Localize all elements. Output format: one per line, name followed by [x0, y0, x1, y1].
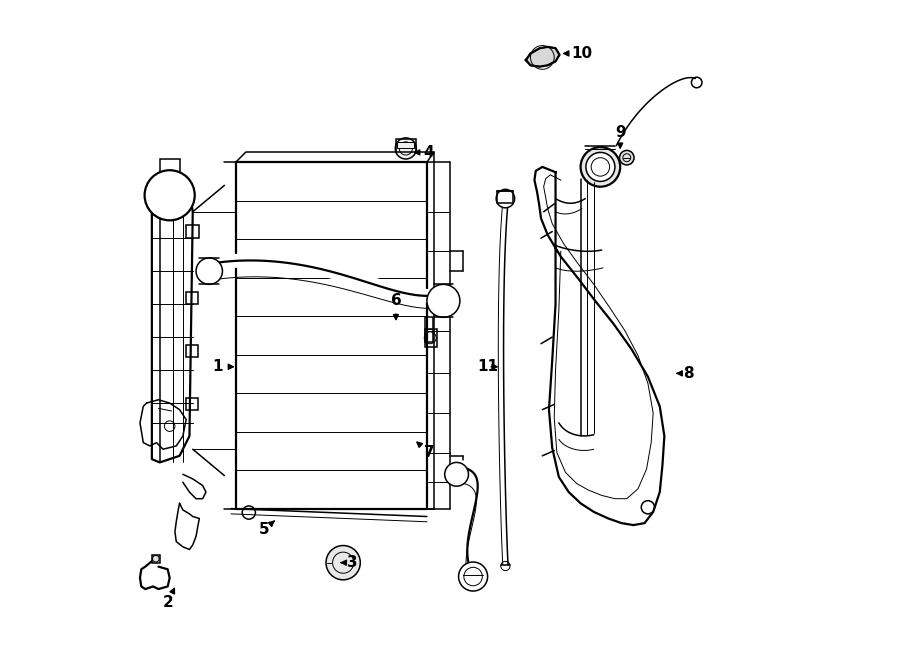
Circle shape [427, 284, 460, 317]
Bar [186, 398, 198, 410]
Circle shape [496, 189, 515, 208]
Text: 6: 6 [391, 293, 401, 319]
Bar [152, 555, 160, 563]
Text: 4: 4 [415, 145, 434, 160]
Circle shape [395, 138, 417, 159]
Text: 7: 7 [417, 442, 434, 460]
Text: 3: 3 [341, 555, 357, 570]
Text: 8: 8 [677, 366, 694, 381]
Circle shape [326, 545, 360, 580]
Bar [186, 292, 198, 304]
Circle shape [445, 463, 469, 486]
Circle shape [196, 258, 222, 284]
Bar [396, 139, 416, 152]
Circle shape [619, 151, 634, 165]
Bar [186, 345, 198, 357]
Bar [425, 329, 436, 347]
Bar [425, 317, 433, 342]
Circle shape [459, 562, 488, 591]
Text: 5: 5 [258, 521, 274, 537]
Text: 11: 11 [478, 360, 499, 374]
Bar [186, 225, 199, 238]
Bar [397, 142, 414, 149]
Circle shape [580, 147, 620, 186]
Text: 1: 1 [212, 360, 233, 374]
Bar [498, 190, 513, 202]
Bar [160, 159, 180, 175]
Text: 2: 2 [162, 588, 175, 609]
Polygon shape [526, 47, 560, 67]
Circle shape [145, 171, 194, 220]
Circle shape [586, 153, 615, 181]
Text: 10: 10 [563, 46, 592, 61]
Text: 9: 9 [615, 125, 626, 148]
